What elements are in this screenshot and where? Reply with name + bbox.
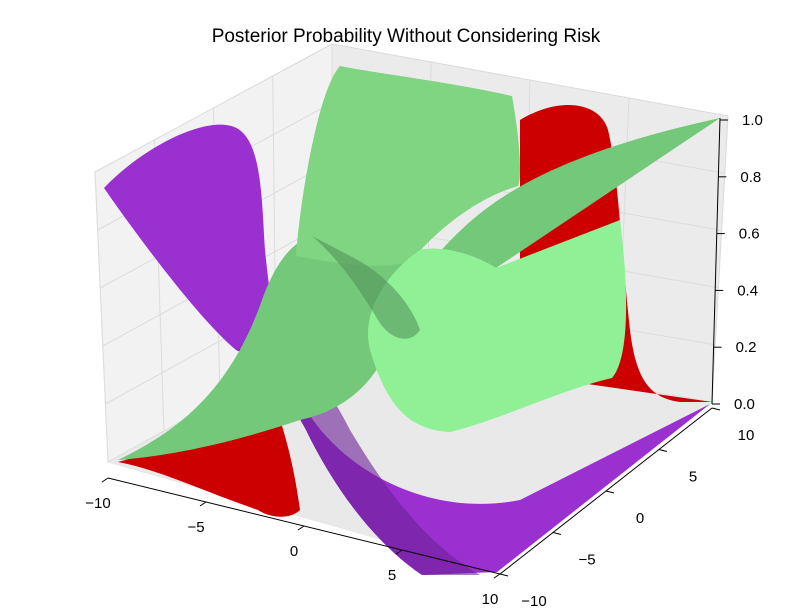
y-tick-mark [552, 532, 562, 535]
z-ticks: 0.0 0.2 0.4 0.6 0.8 1.0 [712, 112, 763, 413]
x-tick-mark [297, 525, 305, 531]
y-tick-label: 5 [689, 469, 697, 486]
y-tick-mark [499, 573, 509, 577]
z-axis-line [711, 117, 721, 405]
y-ticks: −10 −5 0 5 10 [499, 407, 755, 610]
surface-green-top [296, 66, 520, 266]
surface-green-shade [312, 236, 420, 339]
y-tick-label: −10 [521, 593, 546, 610]
y-tick-label: 0 [636, 510, 644, 527]
z-tick-label: 0.6 [739, 226, 760, 243]
y-tick-mark [605, 490, 615, 494]
x-tick-mark [199, 501, 207, 507]
chart-title: Posterior Probability Without Considerin… [212, 26, 601, 47]
z-tick-label: 0.8 [740, 169, 761, 186]
x-tick-label: 5 [388, 567, 396, 584]
x-tick-mark [101, 477, 109, 483]
grid-line [711, 115, 729, 403]
grid-line [94, 171, 109, 463]
surface-green-ridge [118, 118, 720, 460]
surface-green-front [368, 220, 627, 432]
x-tick-label: 10 [482, 591, 499, 608]
x-tick-label: −5 [187, 519, 204, 536]
x-ticks: −10 −5 0 5 10 [85, 477, 501, 608]
z-axis: 0.0 0.2 0.4 0.6 0.8 1.0 [711, 112, 763, 413]
surface-green [118, 66, 720, 460]
y-tick-label: −5 [578, 552, 595, 569]
x-tick-mark [395, 549, 403, 555]
x-tick-mark [493, 573, 501, 579]
y-tick-mark [711, 407, 721, 411]
x-tick-label: 0 [290, 543, 298, 560]
y-tick-label: 10 [738, 427, 755, 444]
surface-purple-face [104, 124, 710, 575]
z-tick-label: 0.2 [736, 339, 757, 356]
y-tick-mark [658, 449, 668, 452]
x-tick-label: −10 [85, 495, 110, 512]
y-axis: −10 −5 0 5 10 [499, 407, 755, 610]
z-tick-label: 0.0 [734, 396, 755, 413]
x-axis: −10 −5 0 5 10 [85, 477, 501, 608]
z-tick-label: 0.4 [737, 282, 758, 299]
z-tick-label: 1.0 [742, 112, 763, 129]
